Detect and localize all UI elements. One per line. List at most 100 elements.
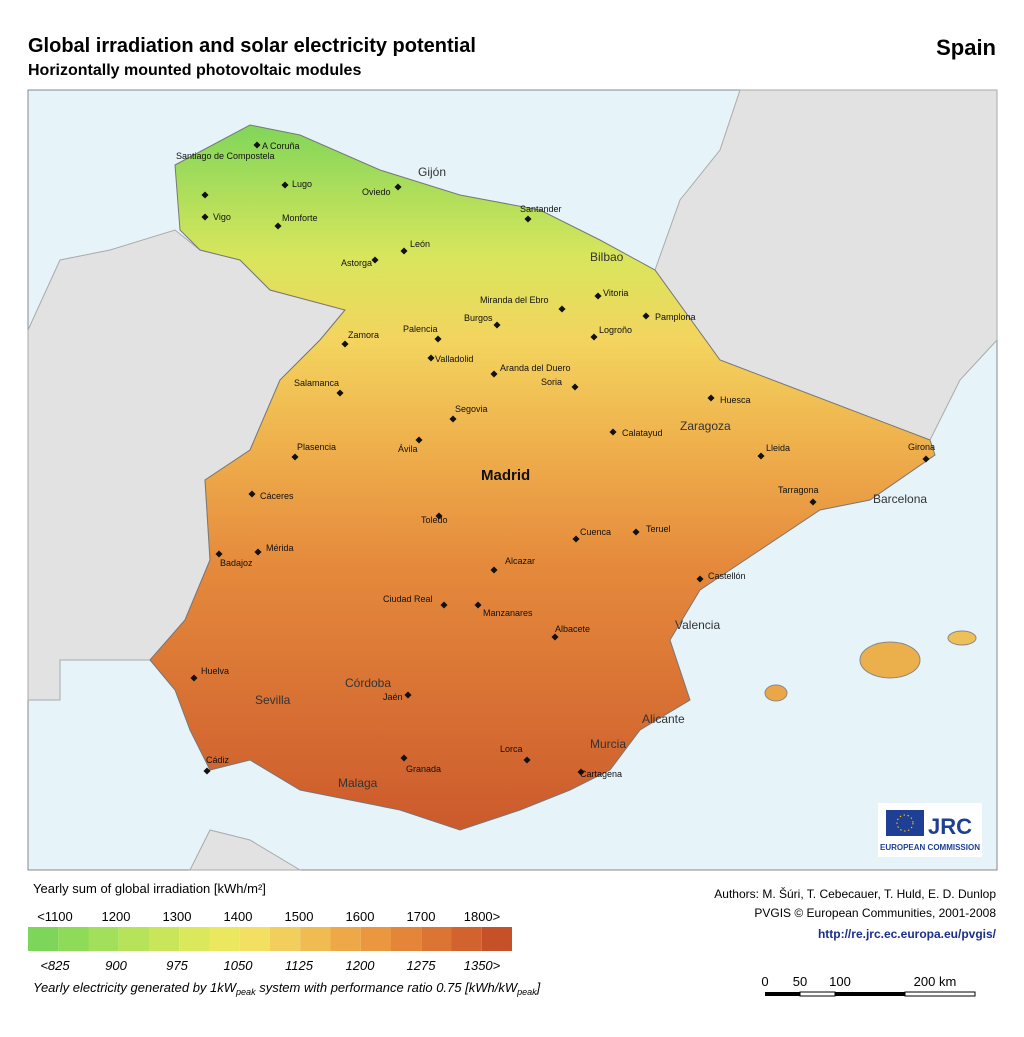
city-label: Soria	[541, 377, 562, 387]
scale-segment	[765, 992, 800, 996]
electricity-label: 1350>	[464, 958, 501, 973]
electricity-title: Yearly electricity generated by 1kWpeak …	[33, 980, 541, 997]
major-city-label: Malaga	[338, 776, 378, 790]
scale-label: 100	[829, 974, 851, 989]
city-label: Santander	[520, 204, 562, 214]
city-label: Huelva	[201, 666, 229, 676]
city-label: Toledo	[421, 515, 448, 525]
major-city-label: Valencia	[675, 618, 720, 632]
scale-label: 200 km	[914, 974, 957, 989]
city-dot	[590, 333, 598, 341]
logo-name: JRC	[928, 814, 972, 839]
scale-label: 0	[761, 974, 768, 989]
city-dot	[490, 566, 498, 574]
city-dot	[440, 601, 448, 609]
menorca	[947, 630, 977, 646]
url[interactable]: http://re.jrc.ec.europa.eu/pvgis/	[818, 927, 997, 941]
legend-swatch	[88, 927, 119, 951]
spain	[149, 124, 936, 831]
city-dot	[404, 691, 412, 699]
legend-swatch	[270, 927, 301, 951]
electricity-label: 1125	[285, 958, 314, 973]
title: Global irradiation and solar electricity…	[28, 35, 476, 57]
city-dot	[434, 335, 442, 343]
city-dot	[707, 394, 715, 402]
city-label: Vigo	[213, 212, 231, 222]
city-label: Jaén	[383, 692, 403, 702]
city-dot	[632, 528, 640, 536]
electricity-label: <825	[40, 958, 70, 973]
city-label: León	[410, 239, 430, 249]
legend-swatch	[28, 927, 59, 951]
city-dot	[394, 183, 402, 191]
irradiation-label: 1800>	[464, 909, 501, 924]
irradiation-label: 1400	[224, 909, 253, 924]
city-dot	[203, 767, 211, 775]
legend-title: Yearly sum of global irradiation [kWh/m²…	[33, 881, 266, 896]
city-label: Salamanca	[294, 378, 339, 388]
electricity-label: 900	[105, 958, 127, 973]
major-city-label: Murcia	[590, 737, 626, 751]
eu-flag	[886, 810, 924, 836]
city-dot	[809, 498, 817, 506]
city-dot	[594, 292, 602, 300]
irradiation-label: 1200	[102, 909, 131, 924]
legend-swatch	[118, 927, 149, 951]
city-dot	[190, 674, 198, 682]
major-city-label: Zaragoza	[680, 419, 731, 433]
city-dot	[490, 370, 498, 378]
city-dot	[551, 633, 559, 641]
city-dot	[922, 455, 930, 463]
legend-swatch	[58, 927, 89, 951]
country-name: Spain	[936, 35, 996, 60]
city-dot	[415, 436, 423, 444]
city-label: Vitoria	[603, 288, 628, 298]
city-label: Alcazar	[505, 556, 535, 566]
city-dot	[400, 754, 408, 762]
city-label: Plasencia	[297, 442, 336, 452]
city-label: Cádiz	[206, 755, 230, 765]
major-city-label: Córdoba	[345, 676, 391, 690]
major-city-label: Sevilla	[255, 693, 291, 707]
legend-swatch	[179, 927, 210, 951]
city-dot	[201, 213, 209, 221]
legend-swatch	[209, 927, 240, 951]
africa	[189, 829, 302, 871]
city-label: A Coruña	[262, 141, 300, 151]
city-dot	[248, 490, 256, 498]
city-dot	[696, 575, 704, 583]
legend-swatch	[149, 927, 180, 951]
city-label: Castellón	[708, 571, 746, 581]
city-dot	[341, 340, 349, 348]
city-dot	[474, 601, 482, 609]
city-dot	[577, 768, 585, 776]
city-label: Tarragona	[778, 485, 819, 495]
city-dot	[642, 312, 650, 320]
major-city-label: Bilbao	[590, 250, 624, 264]
ibiza	[764, 684, 788, 702]
city-dot	[493, 321, 501, 329]
city-dot	[274, 222, 282, 230]
major-city-label: Madrid	[481, 467, 530, 484]
city-label: Lorca	[500, 744, 523, 754]
legend-swatch	[481, 927, 512, 951]
city-dot	[523, 756, 531, 764]
city-label: Valladolid	[435, 354, 473, 364]
city-label: Pamplona	[655, 312, 696, 322]
legend-swatch	[239, 927, 270, 951]
city-dot	[757, 452, 765, 460]
scale-segment	[835, 992, 905, 996]
legend-swatch	[360, 927, 391, 951]
city-label: Teruel	[646, 524, 671, 534]
city-dot	[558, 305, 566, 313]
copyright: PVGIS © European Communities, 2001-2008	[754, 906, 996, 920]
city-label: Monforte	[282, 213, 318, 223]
irradiation-label: 1500	[285, 909, 314, 924]
scale-bar: 0 50 100 200 km	[761, 974, 976, 997]
electricity-label: 1275	[407, 958, 437, 973]
city-label: Miranda del Ebro	[480, 295, 549, 305]
irradiation-label: 1700	[407, 909, 436, 924]
mallorca	[859, 641, 921, 679]
